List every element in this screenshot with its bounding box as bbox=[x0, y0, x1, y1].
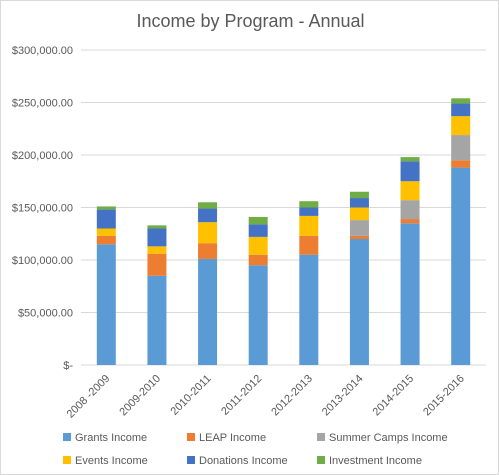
bar-segment bbox=[349, 198, 369, 208]
x-tick-label: 2015-2016 bbox=[421, 373, 467, 419]
bar-segment bbox=[451, 167, 471, 365]
bar-segment bbox=[198, 222, 218, 244]
bar-segment bbox=[248, 265, 268, 365]
bar-segment bbox=[299, 235, 319, 255]
y-axis-ticks: $- $50,000.00 $100,000.00 $150,000.00 $200,0… bbox=[12, 45, 74, 372]
x-tick-label: 2008 -2009 bbox=[65, 373, 113, 421]
legend-swatch bbox=[187, 433, 195, 441]
y-tick-label: $250,000.00 bbox=[12, 98, 73, 110]
bar-segment bbox=[400, 219, 420, 224]
bar-segment bbox=[299, 207, 319, 216]
y-tick-label: $- bbox=[63, 360, 73, 372]
bar-segment bbox=[400, 181, 420, 201]
bar-segment bbox=[248, 216, 268, 225]
chart-title: Income by Program - Annual bbox=[136, 11, 365, 31]
bar-segment bbox=[349, 191, 369, 199]
bar-segment bbox=[451, 116, 471, 136]
bar-segment bbox=[248, 254, 268, 266]
legend-label: Investment Income bbox=[329, 455, 422, 467]
bar-segment bbox=[248, 236, 268, 255]
bar-segment bbox=[299, 201, 319, 208]
bar-segment bbox=[349, 239, 369, 365]
bar-segment bbox=[451, 98, 471, 104]
bar-segment bbox=[147, 253, 167, 276]
legend-swatch bbox=[63, 433, 71, 441]
x-tick-label: 2011-2012 bbox=[219, 373, 264, 418]
bar-segment bbox=[147, 225, 167, 229]
bar-segment bbox=[349, 220, 369, 236]
bar-segment bbox=[96, 235, 116, 245]
bar-segment bbox=[400, 223, 420, 365]
bars bbox=[96, 98, 471, 365]
bar-segment bbox=[198, 208, 218, 223]
bar-segment bbox=[299, 254, 319, 365]
y-tick-label: $150,000.00 bbox=[12, 203, 73, 215]
bar-segment bbox=[400, 157, 420, 162]
bar-segment bbox=[400, 161, 420, 182]
bar-segment bbox=[96, 209, 116, 229]
bar-segment bbox=[96, 206, 116, 210]
legend-swatch bbox=[63, 456, 71, 464]
bar-segment bbox=[248, 224, 268, 237]
y-tick-label: $200,000.00 bbox=[12, 150, 73, 162]
legend-label: Grants Income bbox=[75, 432, 147, 444]
legend-swatch bbox=[317, 433, 325, 441]
x-tick-label: 2014-2015 bbox=[370, 373, 416, 419]
bar-segment bbox=[198, 202, 218, 209]
x-axis-ticks: 2008 -2009 2009-2010 2010-2011 2011-2012 201… bbox=[65, 373, 467, 421]
bar-segment bbox=[349, 207, 369, 221]
bar-segment bbox=[147, 275, 167, 365]
gridlines bbox=[81, 49, 486, 366]
bar-segment bbox=[299, 215, 319, 236]
bar-segment bbox=[198, 243, 218, 259]
bar-segment bbox=[349, 235, 369, 239]
legend-label: LEAP Income bbox=[199, 432, 266, 444]
y-tick-label: $50,000.00 bbox=[18, 308, 73, 320]
bar-segment bbox=[147, 228, 167, 247]
legend-swatch bbox=[317, 456, 325, 464]
bar-segment bbox=[147, 246, 167, 254]
bar-segment bbox=[198, 258, 218, 365]
legend-label: Donations Income bbox=[199, 455, 288, 467]
bar-segment bbox=[96, 244, 116, 365]
y-tick-label: $100,000.00 bbox=[12, 255, 73, 267]
x-tick-label: 2012-2013 bbox=[269, 373, 315, 419]
legend-label: Summer Camps Income bbox=[329, 432, 448, 444]
legend-label: Events Income bbox=[75, 455, 148, 467]
x-tick-label: 2013-2014 bbox=[320, 373, 366, 419]
y-tick-label: $300,000.00 bbox=[12, 45, 73, 57]
x-tick-label: 2009-2010 bbox=[117, 373, 163, 419]
bar-segment bbox=[451, 160, 471, 168]
legend: Grants Income LEAP Income Summer Camps Inc… bbox=[63, 432, 448, 467]
bar-segment bbox=[451, 103, 471, 117]
x-tick-label: 2010-2011 bbox=[169, 373, 214, 418]
bar-segment bbox=[400, 200, 420, 220]
bar-segment bbox=[96, 228, 116, 236]
bar-segment bbox=[451, 135, 471, 161]
legend-swatch bbox=[187, 456, 195, 464]
